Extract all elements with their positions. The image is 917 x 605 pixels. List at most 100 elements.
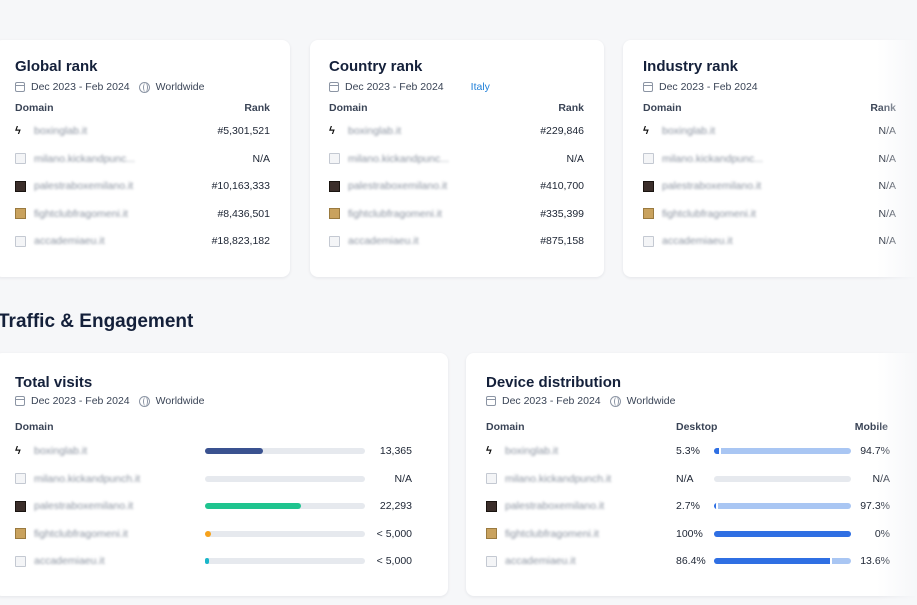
calendar-icon [15, 396, 25, 406]
domain-link[interactable]: fightclubfragomeni.it [662, 207, 756, 220]
visits-value: < 5,000 [376, 555, 412, 567]
date-range[interactable]: Dec 2023 - Feb 2024 [31, 81, 130, 93]
col-domain: Domain [643, 102, 682, 114]
page-favicon-icon [15, 555, 26, 567]
card-meta: Dec 2023 - Feb 2024 Worldwide [15, 81, 204, 93]
domain-link[interactable]: boxinglab.it [348, 125, 402, 137]
domain-link[interactable]: milano.kickandpunch.it [34, 472, 141, 485]
col-domain: Domain [15, 102, 54, 114]
device-split-bar [714, 448, 851, 454]
table-header: Domain Rank [643, 102, 896, 114]
page-favicon-icon [15, 235, 26, 247]
calendar-icon [643, 82, 653, 92]
desktop-bar-fill [714, 558, 833, 564]
card-title: Global rank [15, 58, 98, 75]
domain-link[interactable]: accademiaeu.it [34, 235, 105, 247]
domain-link[interactable]: fightclubfragomeni.it [505, 527, 599, 540]
global-rank-card: Global rank Dec 2023 - Feb 2024 Worldwid… [0, 40, 290, 277]
domain-link[interactable]: accademiaeu.it [34, 555, 105, 567]
dark-favicon-icon [15, 500, 26, 512]
tan-favicon-icon [643, 208, 654, 219]
globe-icon [609, 395, 621, 407]
domain-link[interactable]: palestraboxemilano.it [348, 180, 448, 192]
device-split-bar [714, 475, 851, 482]
bolt-favicon-icon: ϟ [643, 124, 649, 137]
desktop-percent: 2.7% [676, 500, 700, 512]
desktop-bar-fill [714, 503, 718, 509]
bolt-favicon-icon: ϟ [329, 124, 335, 137]
table-row: accademiaeu.itN/A [643, 235, 896, 247]
rank-value: #5,301,521 [217, 125, 270, 137]
italy-flag-icon [453, 81, 465, 93]
date-range[interactable]: Dec 2023 - Feb 2024 [659, 81, 758, 93]
domain-link[interactable]: boxinglab.it [34, 125, 88, 137]
desktop-bar-fill [714, 448, 722, 454]
table-row: palestraboxemilano.itN/A [643, 180, 896, 192]
bolt-favicon-icon: ϟ [15, 444, 21, 457]
date-range[interactable]: Dec 2023 - Feb 2024 [345, 81, 444, 93]
desktop-bar-fill [714, 530, 851, 537]
visits-bar-fill [205, 530, 212, 537]
domain-link[interactable]: fightclubfragomeni.it [34, 207, 128, 220]
card-title: Device distribution [486, 374, 622, 391]
card-title: Country rank [329, 58, 423, 75]
rank-value: #8,436,501 [217, 207, 270, 220]
card-title: Industry rank [643, 58, 739, 75]
domain-link[interactable]: accademiaeu.it [505, 555, 576, 567]
domain-link[interactable]: boxinglab.it [662, 125, 716, 137]
domain-link[interactable]: boxinglab.it [505, 445, 559, 457]
table-row: milano.kickandpunc...N/A [643, 153, 896, 165]
domain-link[interactable]: fightclubfragomeni.it [348, 207, 442, 220]
tan-favicon-icon [329, 208, 340, 219]
edge-fade [877, 0, 917, 605]
domain-link[interactable]: palestraboxemilano.it [662, 180, 762, 192]
industry-rank-card: Industry rank Dec 2023 - Feb 2024 Domain… [623, 40, 917, 277]
desktop-percent: 100% [676, 527, 703, 540]
dark-favicon-icon [643, 180, 654, 192]
country-link[interactable]: Italy [470, 81, 490, 93]
visits-value: N/A [394, 472, 412, 485]
visits-value: 13,365 [379, 445, 412, 457]
card-meta: Dec 2023 - Feb 2024 Worldwide [15, 395, 204, 407]
table-row: palestraboxemilano.it #410,700 [329, 180, 584, 192]
card-meta: Dec 2023 - Feb 2024 [643, 81, 758, 93]
domain-link[interactable]: milano.kickandpunc... [348, 152, 449, 165]
visits-bar-fill [205, 558, 209, 564]
domain-link[interactable]: milano.kickandpunc... [34, 152, 135, 165]
visits-bar-fill [205, 448, 263, 454]
country-rank-card: Country rank Dec 2023 - Feb 2024 Italy D… [310, 40, 604, 277]
domain-link[interactable]: accademiaeu.it [662, 235, 733, 247]
calendar-icon [329, 82, 339, 92]
date-range[interactable]: Dec 2023 - Feb 2024 [502, 395, 601, 407]
domain-link[interactable]: accademiaeu.it [348, 235, 419, 247]
tan-favicon-icon [486, 528, 497, 539]
domain-link[interactable]: milano.kickandpunc... [662, 152, 763, 165]
card-meta: Dec 2023 - Feb 2024 Worldwide [486, 395, 675, 407]
globe-icon [138, 81, 150, 93]
table-header: Domain Rank [15, 102, 270, 114]
col-domain: Domain [329, 102, 368, 114]
table-row: accademiaeu.it #18,823,182 [15, 235, 270, 247]
domain-link[interactable]: palestraboxemilano.it [34, 500, 134, 512]
domain-link[interactable]: boxinglab.it [34, 445, 88, 457]
desktop-percent: N/A [676, 472, 694, 485]
tan-favicon-icon [15, 528, 26, 539]
table-row: palestraboxemilano.it 22,293 [15, 500, 412, 512]
domain-link[interactable]: milano.kickandpunch.it [505, 472, 612, 485]
visits-bar [205, 530, 365, 537]
rank-value: N/A [566, 152, 584, 165]
domain-link[interactable]: palestraboxemilano.it [505, 500, 605, 512]
desktop-percent: 86.4% [676, 555, 706, 567]
domain-link[interactable]: fightclubfragomeni.it [34, 527, 128, 540]
col-domain: Domain [15, 421, 54, 433]
table-row: milano.kickandpunch.itN/AN/A [486, 473, 890, 485]
device-distribution-card: Device distribution Dec 2023 - Feb 2024 … [466, 353, 917, 596]
domain-link[interactable]: palestraboxemilano.it [34, 180, 134, 192]
col-rank: Rank [244, 102, 270, 114]
date-range[interactable]: Dec 2023 - Feb 2024 [31, 395, 130, 407]
rank-value: #18,823,182 [211, 235, 270, 247]
page-favicon-icon [486, 555, 497, 567]
page-favicon-icon [643, 235, 654, 247]
